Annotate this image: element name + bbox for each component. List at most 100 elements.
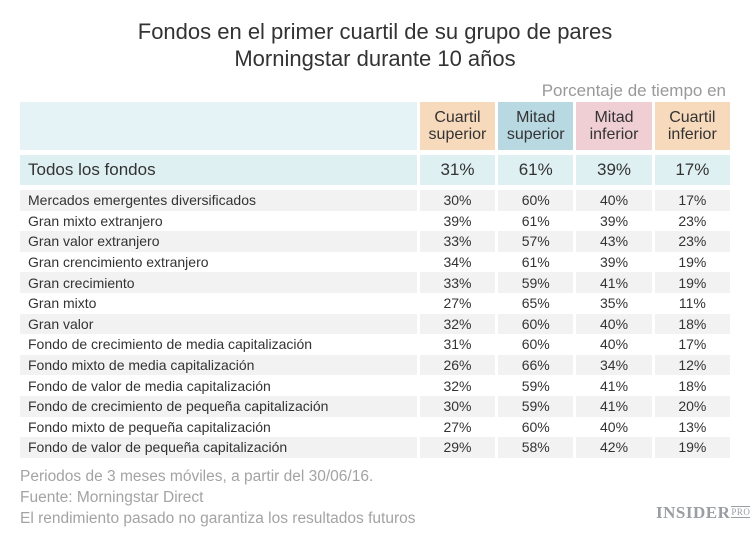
column-header-2: Mitad superior	[498, 102, 574, 150]
column-header-4: Cuartil inferior	[654, 102, 730, 150]
table-row: Fondo de valor de media capitalización 32…	[20, 375, 730, 396]
row-label: Gran mixto	[28, 295, 97, 312]
value-cell: 57%	[498, 231, 574, 252]
value-cell: 60%	[498, 313, 574, 335]
value-cell: 61%	[521, 254, 550, 271]
value-cell: 43%	[576, 231, 652, 252]
value-cell: 60%	[521, 336, 550, 353]
chart-title: Fondos en el primer cuartil de su grupo …	[0, 18, 750, 72]
header-row: Cuartil superior Mitad superior Mitad inferio…	[20, 102, 730, 150]
value-cell: 66%	[498, 354, 574, 376]
value-cell: 61%	[521, 212, 550, 229]
value-cell: 60%	[498, 190, 574, 211]
table-row: Fondo de crecimiento de pequeña capitali…	[20, 395, 730, 417]
value-cell: 40%	[600, 336, 629, 353]
value-cell: 13%	[678, 418, 707, 435]
value-cell: 18%	[654, 313, 730, 335]
summary-row: Todos los fondos 31% 61% 39% 17%	[20, 155, 730, 185]
value-cell: 20%	[654, 395, 730, 417]
row-label: Fondo de crecimiento de media capitaliza…	[28, 336, 313, 353]
value-cell: 58%	[498, 437, 574, 458]
value-cell: 39%	[443, 212, 472, 229]
value-cell: 34%	[576, 354, 652, 376]
value-cell: 39%	[600, 212, 629, 229]
footnote-period: Periodos de 3 meses móviles, a partir de…	[20, 468, 374, 485]
value-cell: 26%	[419, 354, 496, 376]
value-cell: 31%	[419, 155, 496, 185]
value-cell: 32%	[443, 377, 472, 394]
value-cell: 41%	[600, 377, 629, 394]
value-cell: 31%	[443, 336, 472, 353]
value-cell: 23%	[678, 212, 707, 229]
row-label: Fondo mixto de media capitalización	[20, 354, 417, 376]
row-label: Gran valor extranjero	[20, 231, 417, 252]
logo-text: INSIDER	[656, 503, 731, 522]
value-cell: 30%	[419, 190, 496, 211]
table-row: Gran crencimiento extranjero 34% 61% 39% 19%	[20, 252, 730, 273]
value-cell: 59%	[521, 377, 550, 394]
table-row: Gran valor 32% 60% 40% 18%	[20, 313, 730, 335]
value-cell: 27%	[443, 295, 472, 312]
title-line-1: Fondos en el primer cuartil de su grupo …	[137, 19, 613, 44]
table-row: Fondo mixto de media capitalización 26% 66…	[20, 354, 730, 376]
value-cell: 17%	[678, 336, 707, 353]
table-row: Gran mixto extranjero 39% 61% 39% 23%	[20, 211, 730, 232]
value-cell: 60%	[521, 418, 550, 435]
row-label: Fondo mixto de pequeña capitalización	[28, 418, 271, 435]
value-cell: 40%	[600, 418, 629, 435]
column-header-line: Cuartil	[434, 109, 481, 126]
footnote-source: Fuente: Morningstar Direct	[20, 489, 204, 506]
value-cell: 40%	[576, 190, 652, 211]
value-cell: 30%	[419, 395, 496, 417]
value-cell: 19%	[654, 272, 730, 293]
chart-subtitle: Porcentaje de tiempo en	[541, 81, 726, 100]
row-label: Fondo de crecimiento de pequeña capitali…	[20, 395, 417, 417]
insider-pro-logo: INSIDERPRO	[656, 503, 750, 523]
value-cell: 59%	[498, 272, 574, 293]
table-row: Mercados emergentes diversificados 30% 60%…	[20, 190, 730, 211]
row-label: Todos los fondos	[20, 155, 417, 185]
row-label: Gran crecimiento	[20, 272, 417, 293]
value-cell: 61%	[498, 155, 574, 185]
value-cell: 59%	[498, 395, 574, 417]
column-header-line: superior	[506, 126, 565, 143]
logo-suffix: PRO	[731, 506, 750, 518]
value-cell: 34%	[443, 254, 472, 271]
row-label: Fondo de valor de pequeña capitalización	[20, 437, 417, 458]
title-line-2: Morningstar durante 10 años	[234, 46, 516, 71]
value-cell: 29%	[419, 437, 496, 458]
value-cell: 19%	[678, 254, 707, 271]
value-cell: 33%	[419, 231, 496, 252]
footnote-disclaimer: El rendimiento pasado no garantiza los r…	[20, 510, 416, 527]
value-cell: 39%	[576, 155, 652, 185]
value-cell: 17%	[654, 190, 730, 211]
value-cell: 41%	[576, 395, 652, 417]
table-row: Fondo mixto de pequeña capitalización 27%…	[20, 417, 730, 438]
value-cell: 18%	[678, 377, 707, 394]
table-row: Gran valor extranjero 33% 57% 43% 23%	[20, 231, 730, 252]
value-cell: 19%	[654, 437, 730, 458]
value-cell: 35%	[600, 295, 629, 312]
column-header-line: inferior	[667, 126, 717, 143]
value-cell: 32%	[419, 313, 496, 335]
value-cell: 23%	[654, 231, 730, 252]
row-label: Gran valor	[20, 313, 417, 335]
table-row: Gran crecimiento 33% 59% 41% 19%	[20, 272, 730, 293]
column-header-line: Mitad	[594, 109, 634, 126]
table-row: Fondo de crecimiento de media capitaliza…	[20, 334, 730, 355]
value-cell: 42%	[576, 437, 652, 458]
value-cell: 39%	[600, 254, 629, 271]
value-cell: 27%	[443, 418, 472, 435]
value-cell: 17%	[654, 155, 730, 185]
row-label: Mercados emergentes diversificados	[20, 190, 417, 211]
value-cell: 12%	[654, 354, 730, 376]
column-header-3: Mitad inferior	[576, 102, 652, 150]
row-label: Fondo de valor de media capitalización	[28, 377, 271, 394]
value-cell: 41%	[576, 272, 652, 293]
value-cell: 65%	[521, 295, 550, 312]
column-header-line: superior	[428, 126, 487, 143]
table-row: Fondo de valor de pequeña capitalización…	[20, 437, 730, 458]
value-cell: 40%	[576, 313, 652, 335]
header-label-cell	[20, 102, 417, 150]
